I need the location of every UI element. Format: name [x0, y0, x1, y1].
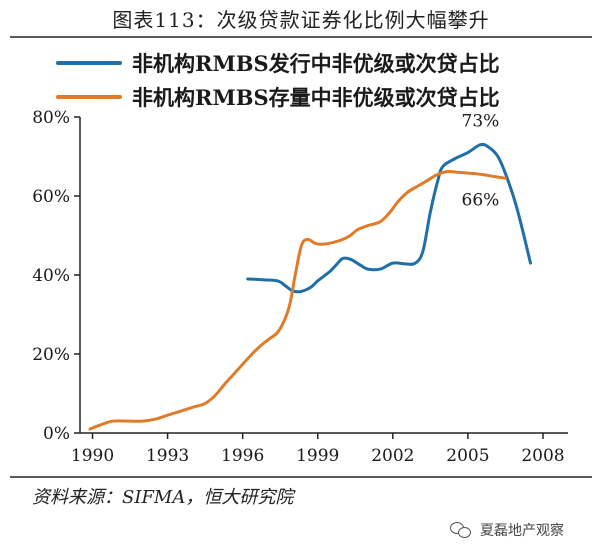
- chart-labels-layer: 73% 66%: [462, 112, 500, 211]
- chart-legend: 非机构RMBS发行中非优级或次贷占比 非机构RMBS存量中非优级或次贷占比: [56, 46, 500, 114]
- x-tick-label: 1996: [221, 446, 264, 466]
- chart-series-layer: [88, 142, 532, 431]
- legend-swatch-issuance: [56, 61, 122, 65]
- x-tick-label: 1993: [146, 446, 189, 466]
- watermark-text: 夏磊地产观察: [480, 523, 564, 539]
- legend-item-outstanding: 非机构RMBS存量中非优级或次贷占比: [56, 80, 500, 114]
- data-label-peak-outstanding: 66%: [462, 190, 500, 210]
- x-tick-label: 1999: [296, 446, 339, 466]
- y-tick-label: 80%: [32, 108, 70, 128]
- y-tick-label: 20%: [32, 345, 70, 365]
- legend-swatch-outstanding: [56, 95, 122, 99]
- watermark: 夏磊地产观察: [450, 520, 564, 540]
- x-tick-label: 2008: [521, 446, 564, 466]
- source-divider: [10, 476, 592, 478]
- series-line-outstanding: [88, 169, 507, 431]
- chart-axes: 0% 20% 40% 60% 80% 1990 1993 1996 1999 2002 2005 20…: [32, 108, 568, 466]
- legend-label-issuance: 非机构RMBS发行中非优级或次贷占比: [132, 51, 500, 76]
- y-tick-label: 40%: [32, 266, 70, 286]
- wechat-icon: [450, 522, 472, 538]
- figure-title: 图表113：次级贷款证券化比例大幅攀升: [112, 8, 490, 32]
- y-tick-label: 60%: [32, 187, 70, 207]
- x-tick-label: 2005: [446, 446, 489, 466]
- y-tick-label: 0%: [43, 424, 70, 444]
- x-tick-label: 1990: [71, 446, 114, 466]
- series-line-issuance: [246, 142, 532, 294]
- legend-item-issuance: 非机构RMBS发行中非优级或次贷占比: [56, 46, 500, 80]
- source-note: 资料来源：SIFMA，恒大研究院: [32, 487, 294, 508]
- title-divider: [10, 36, 592, 38]
- x-tick-label: 2002: [371, 446, 414, 466]
- data-label-peak-issuance: 73%: [462, 112, 500, 132]
- legend-label-outstanding: 非机构RMBS存量中非优级或次贷占比: [132, 85, 500, 110]
